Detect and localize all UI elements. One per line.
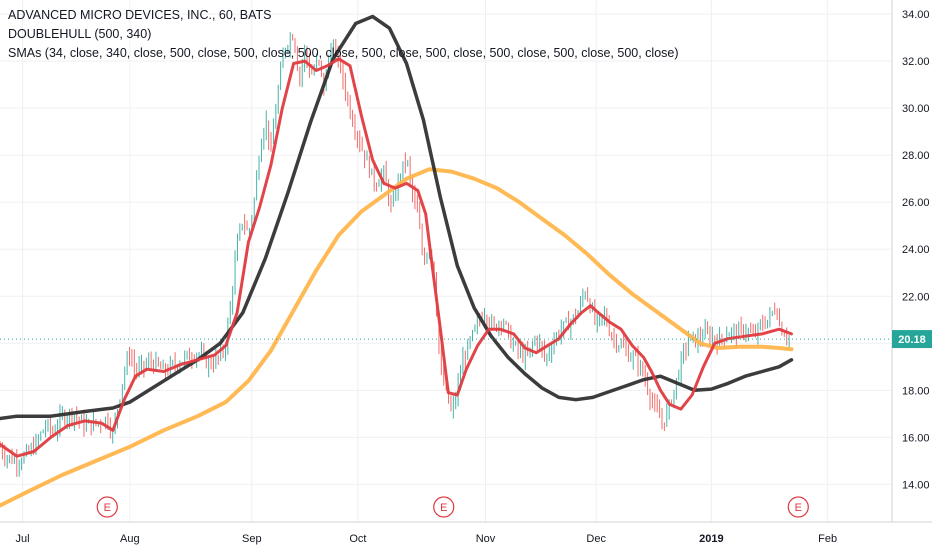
- earnings-marker: [433, 496, 455, 518]
- y-tick-label: 24.00: [902, 244, 930, 256]
- last-price-tag: [892, 330, 932, 349]
- earnings-marker: [787, 496, 809, 518]
- earnings-marker-label: E: [440, 502, 447, 514]
- x-tick-label: Oct: [349, 533, 366, 545]
- y-tick-label: 28.00: [902, 150, 930, 162]
- earnings-marker-label: E: [104, 502, 111, 514]
- y-tick-label: 18.00: [902, 385, 930, 397]
- y-tick-label: 22.00: [902, 291, 930, 303]
- series-line-sma_slow: [0, 167, 794, 508]
- x-tick-label: Jul: [16, 533, 30, 545]
- x-tick-label: Nov: [476, 533, 496, 545]
- legend-indicator-smas: SMAs (34, close, 340, close, 500, close,…: [8, 46, 679, 60]
- earnings-marker: [96, 496, 118, 518]
- x-tick-label: Dec: [586, 533, 606, 545]
- chart-legend: ADVANCED MICRO DEVICES, INC., 60, BATS D…: [8, 6, 679, 63]
- y-tick-label: 26.00: [902, 197, 930, 209]
- y-tick-label: 34.00: [902, 9, 930, 21]
- y-tick-label: 16.00: [902, 432, 930, 444]
- x-tick-label: 2019: [699, 533, 723, 545]
- earnings-marker-label: E: [795, 502, 802, 514]
- x-tick-label: Feb: [818, 533, 837, 545]
- series-line-sma_fast: [0, 57, 793, 458]
- grid: [0, 0, 892, 522]
- legend-indicator-hull: DOUBLEHULL (500, 340): [8, 27, 152, 41]
- y-tick-label: 32.00: [902, 56, 930, 68]
- y-tick-label: 30.00: [902, 103, 930, 115]
- x-tick-label: Sep: [242, 533, 262, 545]
- last-price-label: 20.18: [898, 334, 926, 346]
- series-layer: [0, 14, 892, 508]
- legend-title: ADVANCED MICRO DEVICES, INC., 60, BATS: [8, 8, 272, 22]
- y-tick-label: 14.00: [902, 479, 930, 491]
- x-tick-label: Aug: [120, 533, 140, 545]
- series-line-hull: [0, 14, 794, 421]
